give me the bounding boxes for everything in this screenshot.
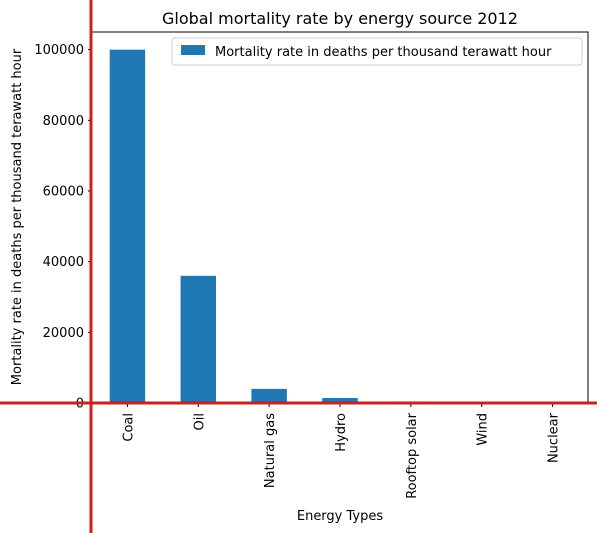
bar-hydro bbox=[322, 398, 358, 403]
bar-oil bbox=[180, 275, 216, 403]
y-tick-label: 40000 bbox=[43, 255, 84, 270]
bar-natural-gas bbox=[251, 388, 287, 403]
y-tick-label: 80000 bbox=[43, 114, 84, 129]
legend-swatch bbox=[181, 45, 205, 55]
y-tick-label: 60000 bbox=[43, 185, 84, 200]
x-tick-label: Oil bbox=[192, 413, 207, 430]
x-tick-label: Nuclear bbox=[547, 412, 562, 463]
y-axis-label: Mortality rate in deaths per thousand te… bbox=[10, 48, 25, 385]
x-tick-label: Wind bbox=[476, 413, 491, 446]
bars-group bbox=[109, 49, 571, 404]
x-tick-label: Rooftop solar bbox=[405, 412, 420, 498]
y-axis-ticks: 020000400006000080000100000 bbox=[34, 43, 92, 412]
x-axis-ticks: Coal Oil Natural gas Hydro Rooftop solar Wind… bbox=[121, 403, 562, 499]
legend: Mortality rate in deaths per thousand te… bbox=[171, 37, 583, 66]
plot-frame bbox=[91, 31, 589, 404]
legend-box bbox=[171, 37, 583, 66]
x-tick-label: Coal bbox=[121, 413, 136, 442]
y-tick-label: 100000 bbox=[34, 43, 84, 58]
x-tick-label: Natural gas bbox=[263, 413, 278, 488]
x-tick-label: Hydro bbox=[334, 413, 349, 452]
chart-title: Global mortality rate by energy source 2… bbox=[162, 9, 518, 28]
y-tick-label: 20000 bbox=[43, 326, 84, 341]
legend-label: Mortality rate in deaths per thousand te… bbox=[215, 45, 552, 60]
x-axis-label: Energy Types bbox=[297, 509, 384, 524]
bar-coal bbox=[109, 49, 146, 404]
